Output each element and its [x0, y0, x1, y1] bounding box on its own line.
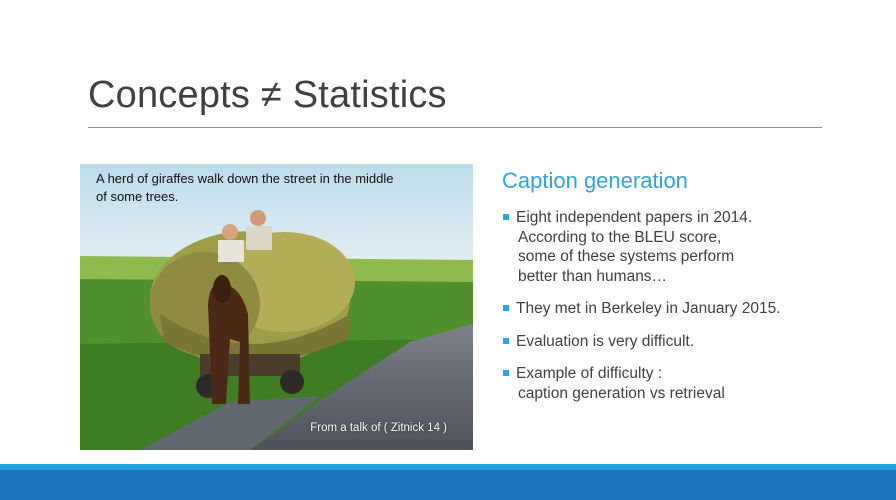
bullet-text: According to the BLEU score, — [518, 228, 722, 246]
slide-title: Concepts ≠ Statistics — [88, 74, 447, 116]
bullet-text: Example of difficulty : — [516, 365, 663, 382]
bullet-item: Evaluation is very difficult. — [502, 332, 832, 352]
title-divider — [88, 127, 822, 128]
photo-credit: From a talk of ( Zitnick 14 ) — [310, 422, 447, 434]
bullet-text: better than humans… — [518, 267, 668, 285]
footer-accent-bar — [0, 464, 896, 470]
photo-caption: A herd of giraffes walk down the street … — [96, 171, 394, 204]
bullet-list: Eight independent papers in 2014. Accord… — [502, 208, 832, 416]
section-heading: Caption generation — [502, 168, 688, 193]
hay-cart-photo: A herd of giraffes walk down the street … — [80, 164, 473, 450]
bullet-text: Evaluation is very difficult. — [516, 332, 695, 350]
footer-bar — [0, 470, 896, 500]
bullet-item: They met in Berkeley in January 2015. — [502, 299, 832, 319]
bullet-text: caption generation vs retrieval — [518, 384, 725, 402]
photo-illustration — [80, 164, 473, 450]
bullet-item: Example of difficulty : caption generati… — [502, 364, 832, 403]
bullet-item: Eight independent papers in 2014. Accord… — [502, 208, 832, 286]
bullet-text: some of these systems perform — [518, 248, 735, 265]
bullet-text: They met in Berkeley in January 2015. — [516, 300, 781, 317]
bullet-text: Eight independent papers in 2014. — [516, 209, 753, 226]
